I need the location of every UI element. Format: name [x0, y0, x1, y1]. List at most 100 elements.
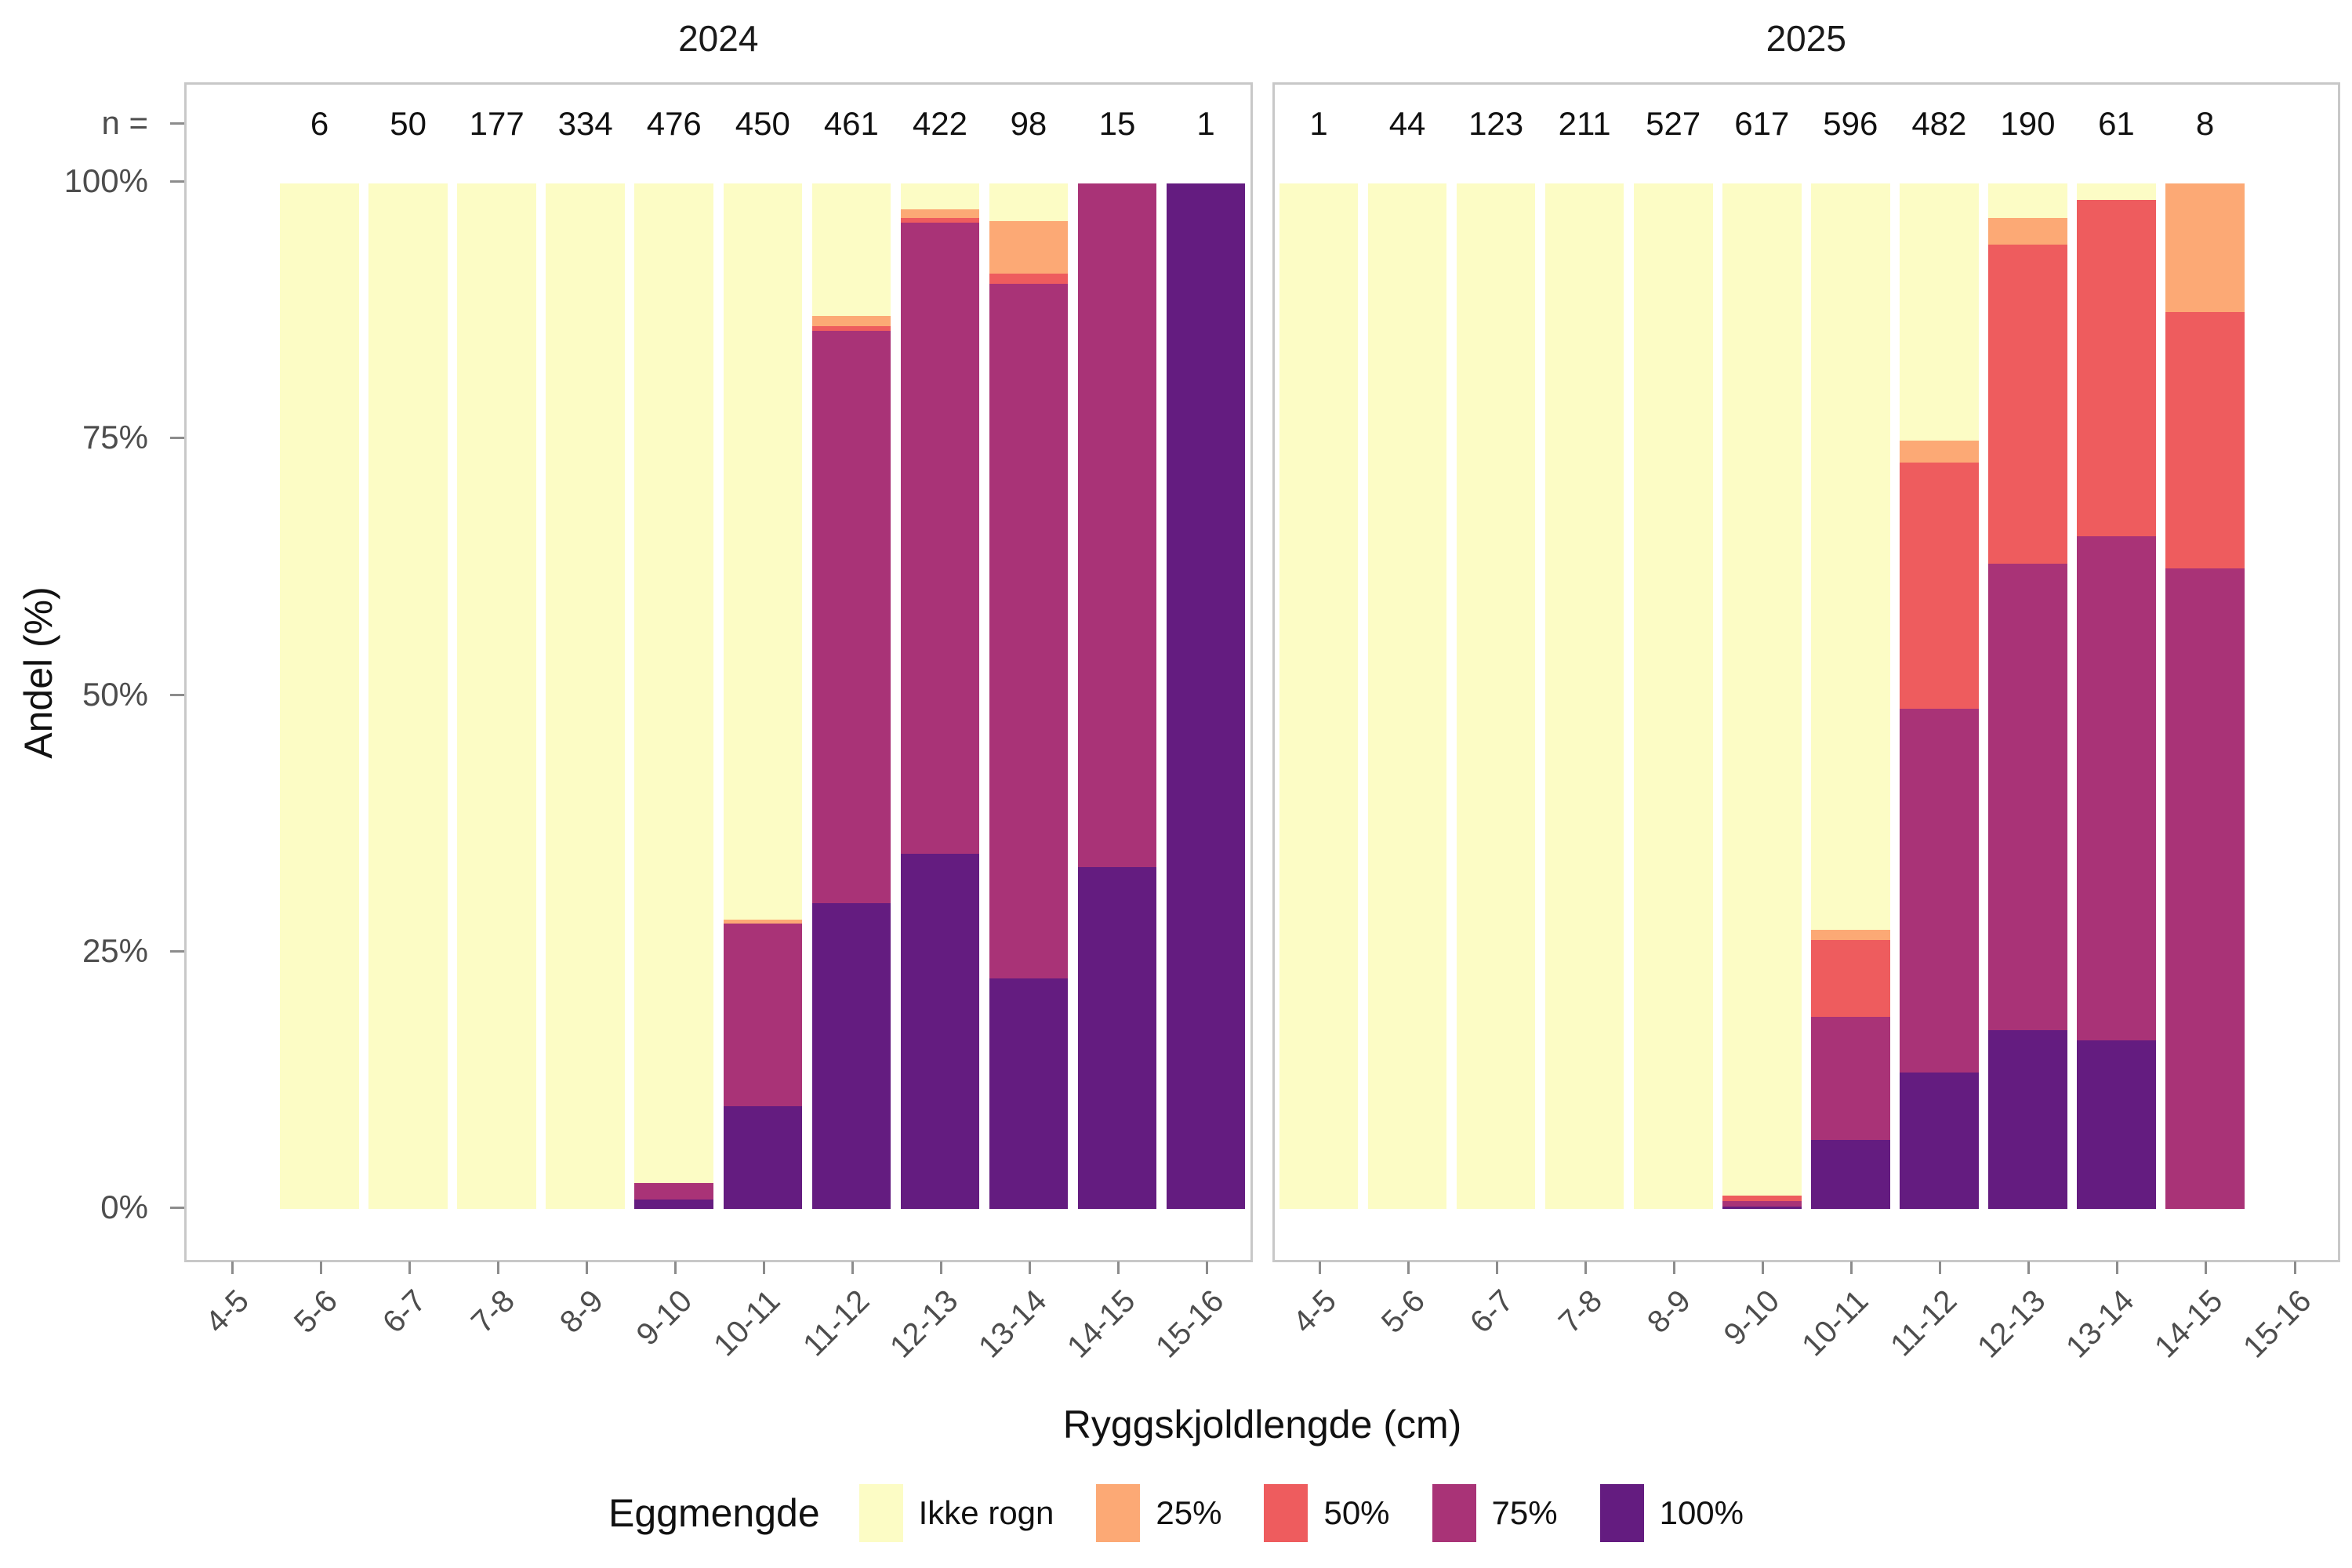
x-tick-slot-2024-14-15	[1073, 1260, 1161, 1276]
x-tick-mark-2025-14-15	[2205, 1261, 2208, 1274]
n-count-2025-6-7: 123	[1468, 105, 1524, 142]
bar-slot-2024-15-16	[1162, 183, 1250, 1209]
n-count-2024-14-15: 15	[1098, 105, 1136, 142]
segment-2024-7-8-ikke-rogn	[457, 183, 536, 1209]
x-label-slot-2024-13-14: 13-14	[972, 1283, 1073, 1417]
x-label-slot-2025-15-16: 15-16	[2237, 1283, 2338, 1417]
segment-2024-13-14-ikke-rogn	[989, 183, 1069, 222]
segment-2025-9-10-100%	[1722, 1207, 1802, 1209]
n-count-2025-13-14: 61	[2098, 105, 2135, 142]
bar-2024-5-6	[280, 183, 359, 1209]
x-tick-slot-2024-4-5	[187, 1260, 275, 1276]
n-count-2024-5-6: 6	[310, 105, 329, 142]
bar-slot-2025-5-6	[1363, 183, 1452, 1209]
x-tick-mark-2024-8-9	[585, 1261, 588, 1274]
segment-2024-8-9-ikke-rogn	[546, 183, 626, 1209]
x-tick-mark-2024-10-11	[762, 1261, 765, 1274]
n-count-2025-8-9: 527	[1646, 105, 1701, 142]
x-label-slot-2025-14-15: 14-15	[2148, 1283, 2249, 1417]
x-tick-slot-2024-10-11	[718, 1260, 807, 1276]
bar-2025-6-7	[1456, 183, 1536, 1209]
segment-2025-5-6-ikke-rogn	[1367, 183, 1447, 1209]
bar-2024-14-15	[1077, 183, 1157, 1209]
x-tick-slot-2025-8-9	[1629, 1260, 1718, 1276]
x-label-2025-11-12: 11-12	[1884, 1283, 1964, 1363]
x-label-2024-7-8: 7-8	[464, 1283, 521, 1340]
n-count-2024-13-14: 98	[1010, 105, 1047, 142]
bar-slot-2024-12-13	[895, 183, 984, 1209]
x-label-slot-2025-6-7: 6-7	[1452, 1283, 1541, 1417]
bar-slot-2024-10-11	[718, 183, 807, 1209]
n-count-2024-7-8: 177	[469, 105, 524, 142]
bar-slot-2025-7-8	[1541, 183, 1629, 1209]
x-label-2025-9-10: 9-10	[1717, 1283, 1787, 1352]
segment-2024-10-11-75%	[723, 924, 803, 1107]
y-axis: n = 0% 25% 50% 75% 100%	[0, 82, 184, 1262]
segment-2024-12-13-50%	[900, 218, 980, 223]
segment-2025-14-15-25%	[2165, 183, 2245, 312]
x-tick-mark-2025-12-13	[2027, 1261, 2031, 1274]
x-tick-slot-2025-11-12	[1895, 1260, 1984, 1276]
x-tick-mark-2025-6-7	[1496, 1261, 1499, 1274]
x-tick-mark-2024-9-10	[673, 1261, 677, 1274]
x-label-slot-2024-11-12: 11-12	[797, 1283, 895, 1417]
x-tick-slot-2024-12-13	[895, 1260, 984, 1276]
legend-label-ikke-rogn: Ikke rogn	[918, 1494, 1054, 1531]
segment-2025-13-14-100%	[2077, 1040, 2156, 1209]
x-tick-slot-2025-10-11	[1806, 1260, 1895, 1276]
segment-2024-11-12-75%	[811, 331, 891, 904]
segment-2024-9-10-75%	[634, 1183, 714, 1200]
x-tick-slot-2025-4-5	[1275, 1260, 1363, 1276]
x-axis-title: Ryggskjoldlengde (cm)	[1062, 1403, 1462, 1446]
segment-2025-10-11-25%	[1811, 930, 1890, 941]
x-label-slot-2024-4-5: 4-5	[187, 1283, 275, 1417]
n-count-2024-15-16: 1	[1196, 105, 1215, 142]
y-tick-100-tick-mark	[170, 180, 184, 183]
x-label-row-2025: 4-5 5-6 6-7 7-8 8-9 9-10 10-11 11-12 12-13 13-14 1…	[1275, 1283, 2339, 1417]
segment-2024-10-11-100%	[723, 1106, 803, 1209]
x-tick-slot-2024-5-6	[275, 1260, 364, 1276]
x-label-2024-14-15: 14-15	[1060, 1283, 1142, 1365]
bar-2024-9-10	[634, 183, 714, 1209]
bar-2024-8-9	[546, 183, 626, 1209]
x-tick-mark-2024-12-13	[939, 1261, 942, 1274]
x-label-2024-13-14: 13-14	[971, 1283, 1054, 1365]
x-tick-slot-2024-7-8	[452, 1260, 541, 1276]
segment-2025-14-15-50%	[2165, 311, 2245, 568]
legend-label-25%: 25%	[1156, 1494, 1222, 1531]
facet-title-2024: 2024	[678, 18, 759, 59]
segment-2025-6-7-ikke-rogn	[1456, 183, 1536, 1209]
bar-slot-2025-13-14	[2072, 183, 2161, 1209]
bar-slot-2025-4-5	[1275, 183, 1363, 1209]
n-count-2025-5-6: 44	[1388, 105, 1426, 142]
x-tick-mark-2024-15-16	[1206, 1261, 1209, 1274]
bar-2024-13-14	[989, 183, 1069, 1209]
segment-2024-12-13-100%	[900, 854, 980, 1209]
bar-2025-9-10	[1722, 183, 1802, 1209]
segment-2025-10-11-ikke-rogn	[1811, 183, 1890, 931]
y-tick-25-tick-mark	[170, 949, 184, 953]
y-tick-50: 50%	[82, 675, 148, 713]
bar-slot-2024-4-5	[187, 183, 275, 1209]
segment-2025-7-8-ikke-rogn	[1544, 183, 1624, 1209]
x-tick-mark-2024-14-15	[1116, 1261, 1120, 1274]
panel-2025: 1 44 123 211 527 617 596 482 190 61 8 4-5 5-6 6-7 7-8 8…	[1272, 82, 2340, 1364]
bar-slot-2024-9-10	[630, 183, 718, 1209]
segment-2024-14-15-75%	[1077, 183, 1157, 868]
bar-slot-2024-7-8	[452, 183, 541, 1209]
n-equals-label: n =	[101, 104, 148, 141]
x-label-slot-2024-9-10: 9-10	[630, 1283, 718, 1417]
segment-2025-11-12-75%	[1900, 708, 1979, 1073]
x-label-2024-4-5: 4-5	[198, 1283, 256, 1340]
segment-2024-11-12-ikke-rogn	[811, 183, 891, 316]
bar-slot-2025-11-12	[1895, 183, 1984, 1209]
n-count-2025-4-5: 1	[1309, 105, 1328, 142]
x-tick-mark-2025-10-11	[1850, 1261, 1853, 1274]
segment-2024-10-11-ikke-rogn	[723, 183, 803, 920]
segment-2025-11-12-100%	[1900, 1072, 1979, 1209]
segment-2024-10-11-25%	[723, 920, 803, 924]
x-label-2024-8-9: 8-9	[553, 1283, 610, 1340]
x-label-slot-2025-7-8: 7-8	[1541, 1283, 1629, 1417]
segment-2025-11-12-25%	[1900, 441, 1979, 463]
